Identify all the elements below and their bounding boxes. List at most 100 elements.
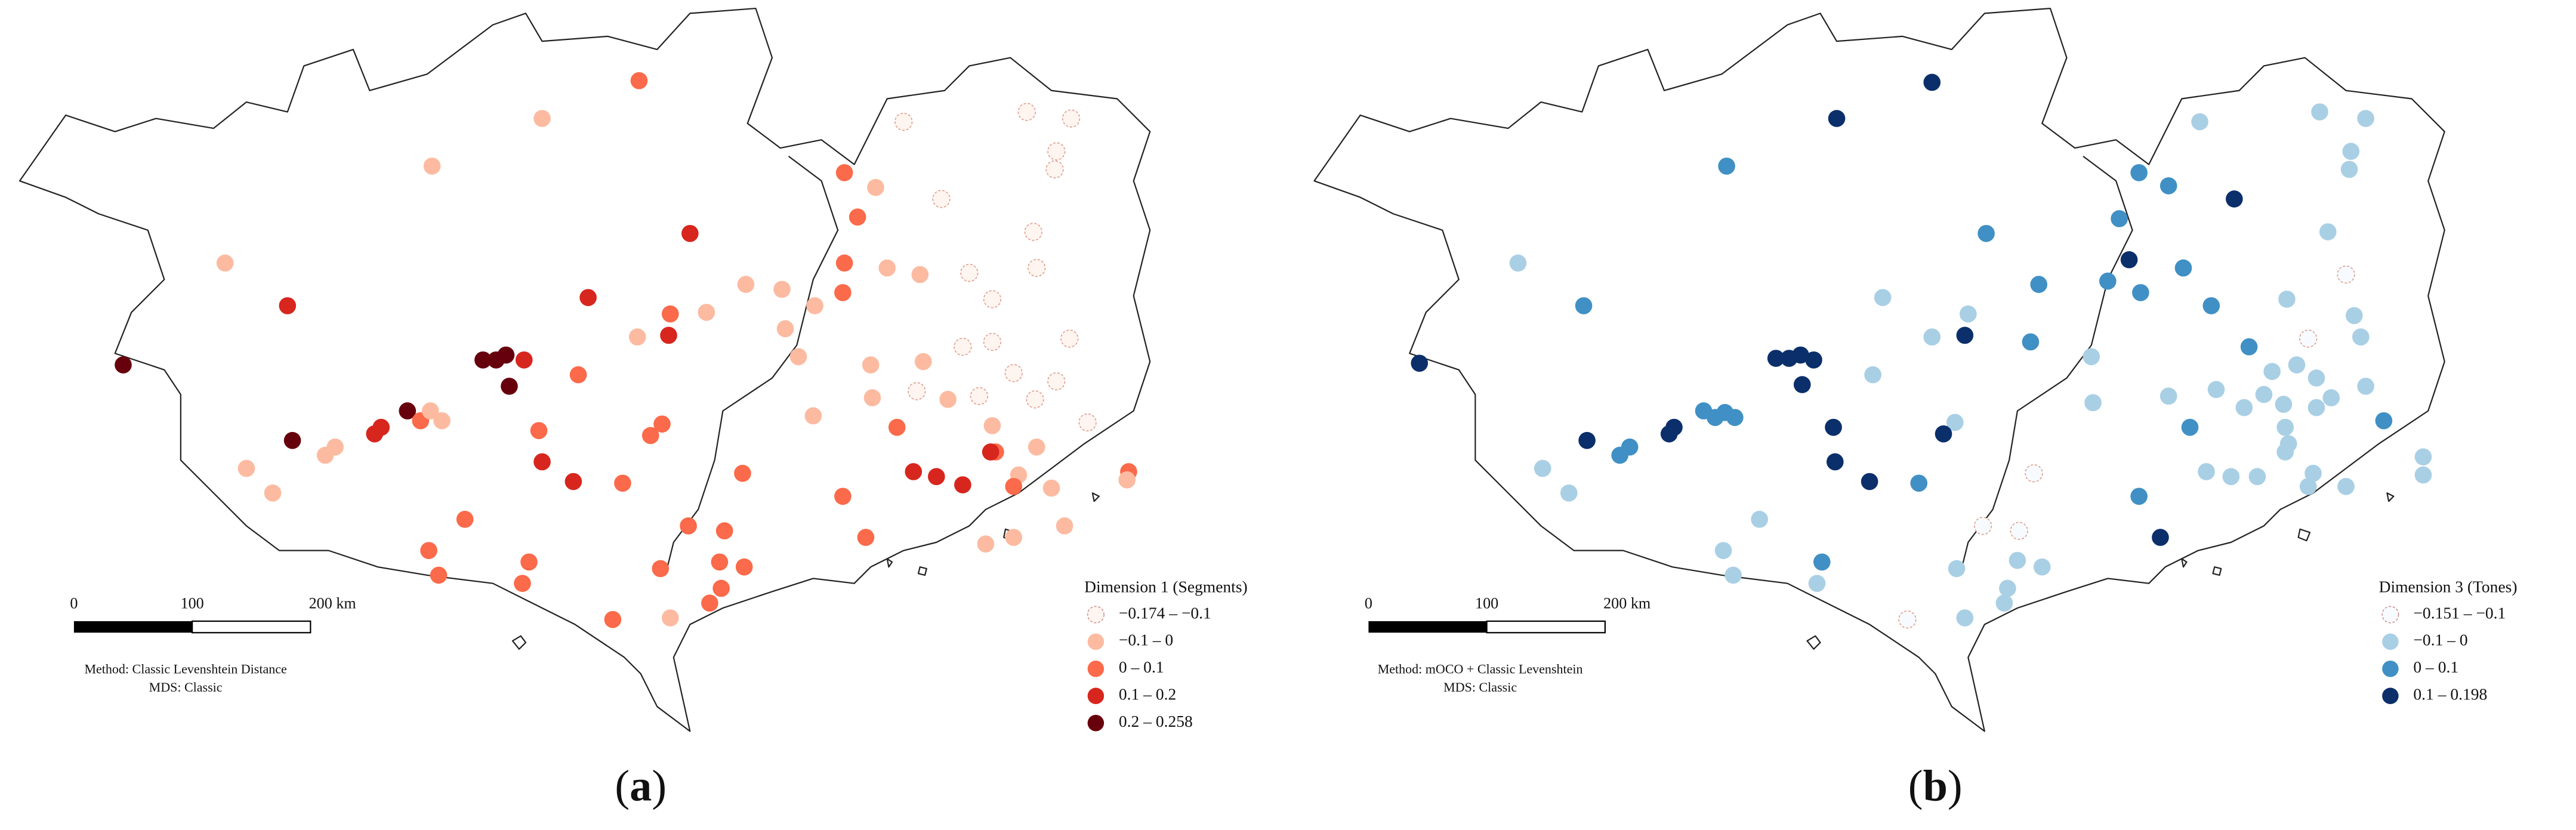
site-dot [569,366,587,384]
site-dot [1724,566,1742,584]
site-dot [905,463,923,480]
site-dot [954,476,971,493]
site-dot [216,254,234,272]
site-dot [2130,164,2148,181]
site-dot [2346,307,2363,325]
legend-swatch [2382,661,2399,677]
legend-label: −0.1 – 0 [1119,631,1173,649]
site-dot [1973,517,1992,535]
site-dot [863,389,881,406]
site-dot [653,415,671,433]
site-dot [834,487,852,505]
legend-label: 0.1 – 0.2 [1119,685,1176,704]
site-dot [1611,446,1628,464]
site-dot [1078,413,1097,432]
site-dot [2240,338,2258,356]
site-dot [1660,425,1678,443]
site-dot [735,558,753,576]
site-dot [628,328,646,346]
site-dot [2083,348,2100,366]
site-dot [2299,477,2317,495]
panel-caption: (a) [615,762,667,811]
site-dot [604,610,622,628]
site-dot [2276,443,2294,461]
legend-swatch [1087,633,1105,650]
site-dot [1935,425,1952,443]
site-dot [1560,484,1578,502]
site-dot [2276,418,2294,436]
site-dot [878,259,896,277]
site-dot [2207,381,2225,399]
legend-swatch [1087,714,1105,732]
site-dot [2357,378,2374,395]
site-dot [423,158,441,175]
legend-label: 0.2 – 0.258 [1119,712,1193,730]
site-dot [614,474,631,492]
site-dot [712,579,730,597]
site-dot [630,72,648,90]
site-dot [954,338,972,356]
site-dot [2255,385,2273,403]
site-dot [1910,474,1928,492]
scale-bar-white [1486,620,1606,634]
site-dot [2111,210,2128,227]
site-dot [2307,399,2325,416]
panel-caption: (b) [1908,762,1963,811]
site-dot [366,425,384,443]
legend-label: 0.1 – 0.198 [2413,685,2487,704]
site-dot [681,224,699,242]
site-dot [514,575,531,593]
site-dot [862,356,880,374]
site-dot [1946,414,1964,431]
site-dot [1004,364,1023,382]
site-dot [1864,366,1881,384]
site-dot [2275,396,2293,413]
scale-label: 0 [1365,594,1372,612]
site-dot [1977,224,1995,242]
site-dot [2226,190,2243,208]
site-dot [1813,553,1831,571]
site-dot [430,566,448,584]
site-dot [982,443,999,461]
site-dot [1534,459,1551,477]
site-dot [2025,464,2043,483]
site-dot [2304,464,2322,482]
site-dot [1767,350,1785,367]
site-dot [422,402,439,419]
site-dot [1792,346,1809,364]
site-dot [970,387,989,405]
site-dot [932,190,951,208]
site-dot [939,391,957,408]
site-dot [776,320,794,338]
site-dot [530,422,548,439]
scale-label: 100 [181,594,204,612]
method-note: MDS: Classic [149,680,223,695]
site-dot [1948,560,1966,578]
legend-swatch [2381,606,2399,624]
site-dot [2181,418,2199,436]
site-dot [283,431,301,449]
site-dot [579,289,597,306]
site-dot [533,110,551,127]
site-dot [983,290,1002,308]
legend-swatch [1087,687,1105,705]
site-dot [1828,110,1846,127]
site-dot [1411,354,1429,372]
site-dot [1861,473,1878,490]
site-dot [2311,103,2328,121]
site-dot [908,382,926,400]
site-dot [2340,161,2358,178]
site-dot [1995,594,2013,612]
site-dot [661,305,679,323]
legend-label: −0.151 – −0.1 [2413,603,2506,622]
site-dot [2414,466,2432,484]
site-dot [789,348,807,366]
site-dot [914,353,932,371]
site-dot [1898,610,1917,629]
site-dot [533,453,551,471]
site-dot [564,473,582,490]
site-dot [1874,289,1892,306]
method-note: MDS: Classic [1443,680,1517,695]
site-dot [1024,223,1042,241]
site-dot [641,427,659,445]
